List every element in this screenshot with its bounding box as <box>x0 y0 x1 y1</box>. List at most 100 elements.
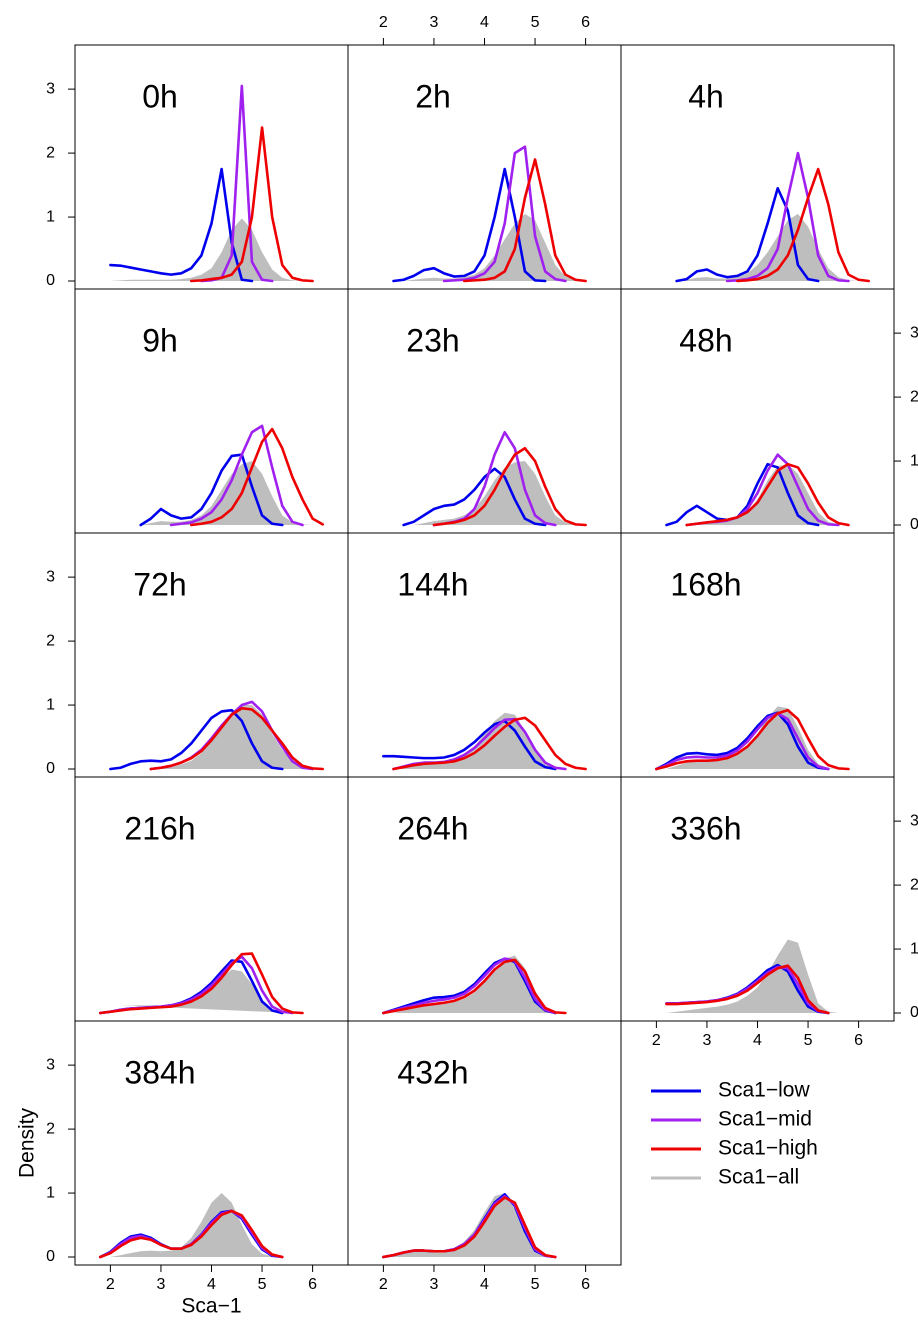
x-tick-label: 3 <box>156 1276 165 1293</box>
panel-border <box>620 288 895 534</box>
y-tick-label: 3 <box>46 1056 55 1073</box>
x-tick-label: 4 <box>480 14 489 31</box>
panel-title: 144h <box>397 566 468 602</box>
density-line <box>402 467 547 527</box>
panel-plot <box>655 706 850 771</box>
density-line <box>735 167 871 283</box>
y-tick-label: 0 <box>46 1248 55 1265</box>
panel-title: 4h <box>688 78 724 114</box>
y-tick-label: 1 <box>46 1184 55 1201</box>
x-tick-label: 3 <box>429 14 438 31</box>
y-tick-label: 1 <box>910 940 918 957</box>
density-line <box>149 706 325 771</box>
x-tick-label: 4 <box>753 1032 762 1049</box>
legend-label: Sca1−high <box>718 1137 818 1160</box>
x-tick-label: 2 <box>379 14 388 31</box>
panel-plot <box>382 955 567 1015</box>
density-area <box>413 461 576 526</box>
panel-plot <box>402 430 587 527</box>
panel-title: 384h <box>124 1054 195 1090</box>
density-area <box>666 706 839 770</box>
density-area <box>383 1193 556 1258</box>
panel-title: 72h <box>133 566 186 602</box>
panel-title: 264h <box>397 810 468 846</box>
y-tick-label: 3 <box>910 324 918 341</box>
legend-label: Sca1−mid <box>718 1108 812 1131</box>
density-line <box>655 712 830 771</box>
y-tick-label: 1 <box>910 452 918 469</box>
x-tick-label: 5 <box>258 1276 267 1293</box>
y-tick-label: 3 <box>46 568 55 585</box>
x-tick-label: 2 <box>652 1032 661 1049</box>
density-line <box>675 186 820 283</box>
density-line <box>665 964 830 1015</box>
density-line <box>392 167 547 283</box>
density-line <box>432 446 587 527</box>
density-line <box>98 1209 284 1259</box>
x-tick-label: 6 <box>854 1032 863 1049</box>
x-tick-label: 3 <box>702 1032 711 1049</box>
y-tick-label: 1 <box>46 696 55 713</box>
density-line <box>189 427 325 527</box>
y-tick-label: 0 <box>910 1004 918 1021</box>
y-tick-label: 1 <box>46 208 55 225</box>
y-tick-label: 0 <box>910 516 918 533</box>
density-area <box>150 705 313 770</box>
x-tick-label: 5 <box>531 1276 540 1293</box>
x-tick-label: 5 <box>531 14 540 31</box>
panel-title: 23h <box>406 322 459 358</box>
x-tick-label: 6 <box>581 1276 590 1293</box>
panel-title: 48h <box>679 322 732 358</box>
density-line <box>382 958 567 1015</box>
density-line <box>382 719 557 771</box>
x-tick-label: 4 <box>207 1276 216 1293</box>
panel-plot <box>98 952 304 1015</box>
panel-title: 2h <box>415 78 451 114</box>
y-tick-label: 0 <box>46 272 55 289</box>
panel-title: 0h <box>142 78 178 114</box>
y-tick-label: 3 <box>46 80 55 97</box>
x-tick-label: 6 <box>581 14 590 31</box>
panel-plot <box>675 151 871 283</box>
density-line <box>462 158 587 283</box>
y-tick-label: 3 <box>910 812 918 829</box>
panel-plot <box>665 939 839 1015</box>
panel-plot <box>98 1193 284 1259</box>
panel-border <box>74 44 349 290</box>
density-line <box>382 1196 557 1259</box>
x-tick-label: 3 <box>429 1276 438 1293</box>
y-axis-label: Density <box>16 1107 39 1178</box>
density-area <box>110 1193 283 1258</box>
panel-title: 9h <box>142 322 178 358</box>
legend-label: Sca1−all <box>718 1166 799 1189</box>
panel-plot <box>109 700 325 771</box>
panel-title: 216h <box>124 810 195 846</box>
x-tick-label: 2 <box>106 1276 115 1293</box>
panel-plot <box>392 145 587 283</box>
panel-title: 168h <box>670 566 741 602</box>
panel-title: 336h <box>670 810 741 846</box>
density-line <box>382 957 557 1015</box>
density-line <box>382 957 557 1015</box>
x-tick-label: 2 <box>379 1276 388 1293</box>
density-area <box>140 461 313 526</box>
density-line <box>655 708 850 771</box>
density-line <box>169 424 304 527</box>
y-tick-label: 0 <box>46 760 55 777</box>
density-line <box>655 711 830 771</box>
density-line <box>98 952 304 1015</box>
density-line <box>109 708 284 771</box>
panel-title: 432h <box>397 1054 468 1090</box>
density-area <box>393 712 566 770</box>
density-area <box>403 213 586 282</box>
density-line <box>685 462 850 527</box>
x-tick-label: 5 <box>804 1032 813 1049</box>
panel-plot <box>109 84 314 283</box>
panel-plot <box>665 453 850 527</box>
density-area <box>676 213 859 282</box>
density-line <box>189 126 314 283</box>
panel-plot <box>382 1193 557 1259</box>
y-tick-label: 2 <box>46 144 55 161</box>
